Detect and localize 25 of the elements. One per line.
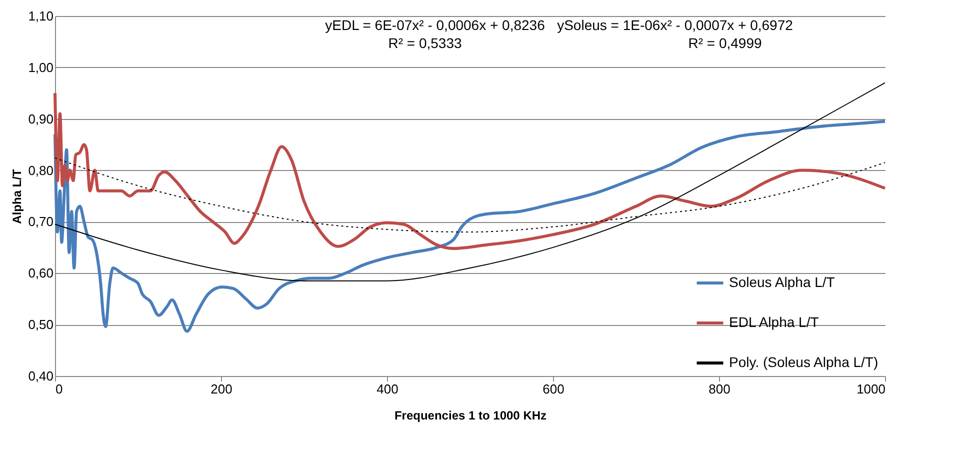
annotation: R² = 0,5333 bbox=[388, 35, 462, 51]
y-tick-label: 1,00 bbox=[28, 60, 54, 75]
x-tick-label: 800 bbox=[708, 382, 730, 396]
y-tick-label: 0,60 bbox=[28, 266, 54, 281]
y-tick-label: 0,50 bbox=[28, 317, 54, 332]
y-tick-label: 0,40 bbox=[28, 368, 54, 384]
legend-label: Soleus Alpha L/T bbox=[729, 274, 836, 290]
y-tick-label: 0,70 bbox=[28, 214, 54, 230]
x-tick-label: 600 bbox=[542, 382, 564, 396]
line-series bbox=[54, 92, 886, 250]
y-axis-title: Alpha L/T bbox=[10, 168, 24, 224]
x-tick-label: 200 bbox=[210, 382, 232, 396]
line-series bbox=[54, 120, 886, 333]
annotation: ySoleus = 1E-06x² - 0,0007x + 0,6972 bbox=[557, 17, 794, 33]
y-tick-label: 1,10 bbox=[28, 8, 54, 24]
x-axis-title: Frequencies 1 to 1000 KHz bbox=[394, 408, 547, 422]
x-tick-label: 400 bbox=[376, 382, 398, 396]
y-tick-label: 0,90 bbox=[28, 111, 54, 126]
legend-label: Poly. (Soleus Alpha L/T) bbox=[729, 354, 878, 370]
y-tick-label: 0,80 bbox=[28, 162, 54, 178]
x-tick-label: 1000 bbox=[856, 382, 886, 396]
annotation: yEDL = 6E-07x² - 0,0006x + 0,8236 bbox=[325, 17, 546, 33]
legend-label: EDL Alpha L/T bbox=[729, 314, 820, 330]
x-tick-label: 0 bbox=[56, 382, 63, 396]
annotation: R² = 0,4999 bbox=[688, 35, 762, 51]
